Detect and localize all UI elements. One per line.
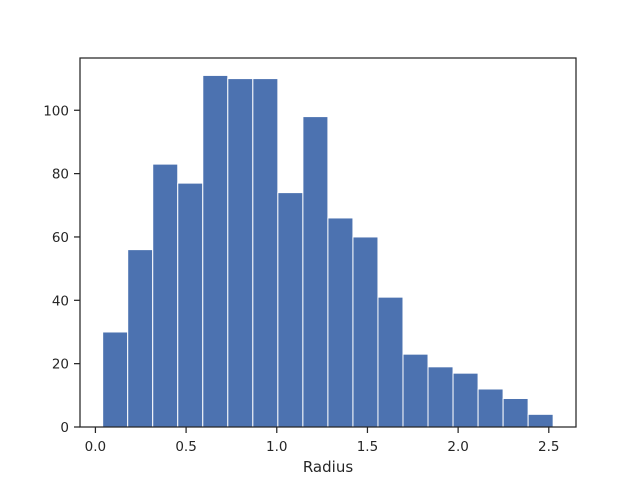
histogram-bar-17 bbox=[527, 413, 554, 428]
histogram-bar-8 bbox=[302, 116, 329, 428]
y-tick-label: 60 bbox=[52, 230, 69, 246]
y-tick-label: 0 bbox=[60, 420, 69, 436]
histogram-bars bbox=[102, 74, 554, 428]
histogram-bar-11 bbox=[377, 296, 404, 428]
y-tick-label: 100 bbox=[43, 103, 69, 119]
histogram-bar-1 bbox=[127, 249, 154, 428]
y-tick-label: 20 bbox=[52, 357, 69, 373]
y-tick-label: 80 bbox=[52, 167, 69, 183]
histogram-bar-13 bbox=[427, 366, 454, 428]
histogram-bar-0 bbox=[102, 331, 129, 428]
histogram-bar-14 bbox=[452, 372, 479, 428]
x-tick-label: 0.5 bbox=[175, 439, 196, 455]
x-tick-label: 1.5 bbox=[357, 439, 378, 455]
histogram-bar-4 bbox=[202, 74, 229, 428]
y-tick-label: 40 bbox=[52, 293, 69, 309]
histogram-bar-16 bbox=[502, 397, 529, 428]
y-axis-ticks: 0 20 40 60 80 100 bbox=[43, 103, 80, 436]
histogram-bar-9 bbox=[327, 217, 354, 428]
x-tick-label: 0.0 bbox=[85, 439, 106, 455]
x-tick-label: 2.0 bbox=[447, 439, 468, 455]
histogram-bar-12 bbox=[402, 353, 429, 428]
histogram-bar-3 bbox=[177, 182, 204, 428]
histogram-bar-7 bbox=[277, 192, 304, 428]
histogram-bar-6 bbox=[252, 78, 279, 428]
plot-area-frame bbox=[79, 57, 577, 428]
histogram-bar-15 bbox=[477, 388, 504, 428]
x-tick-label: 2.5 bbox=[538, 439, 559, 455]
x-tick-label: 1.0 bbox=[266, 439, 287, 455]
histogram-bar-5 bbox=[227, 78, 254, 428]
x-axis-ticks: 0.0 0.5 1.0 1.5 2.0 2.5 bbox=[85, 427, 560, 455]
x-axis-label: Radius bbox=[303, 458, 353, 476]
histogram-bar-2 bbox=[152, 163, 179, 428]
histogram-bar-10 bbox=[352, 236, 379, 428]
